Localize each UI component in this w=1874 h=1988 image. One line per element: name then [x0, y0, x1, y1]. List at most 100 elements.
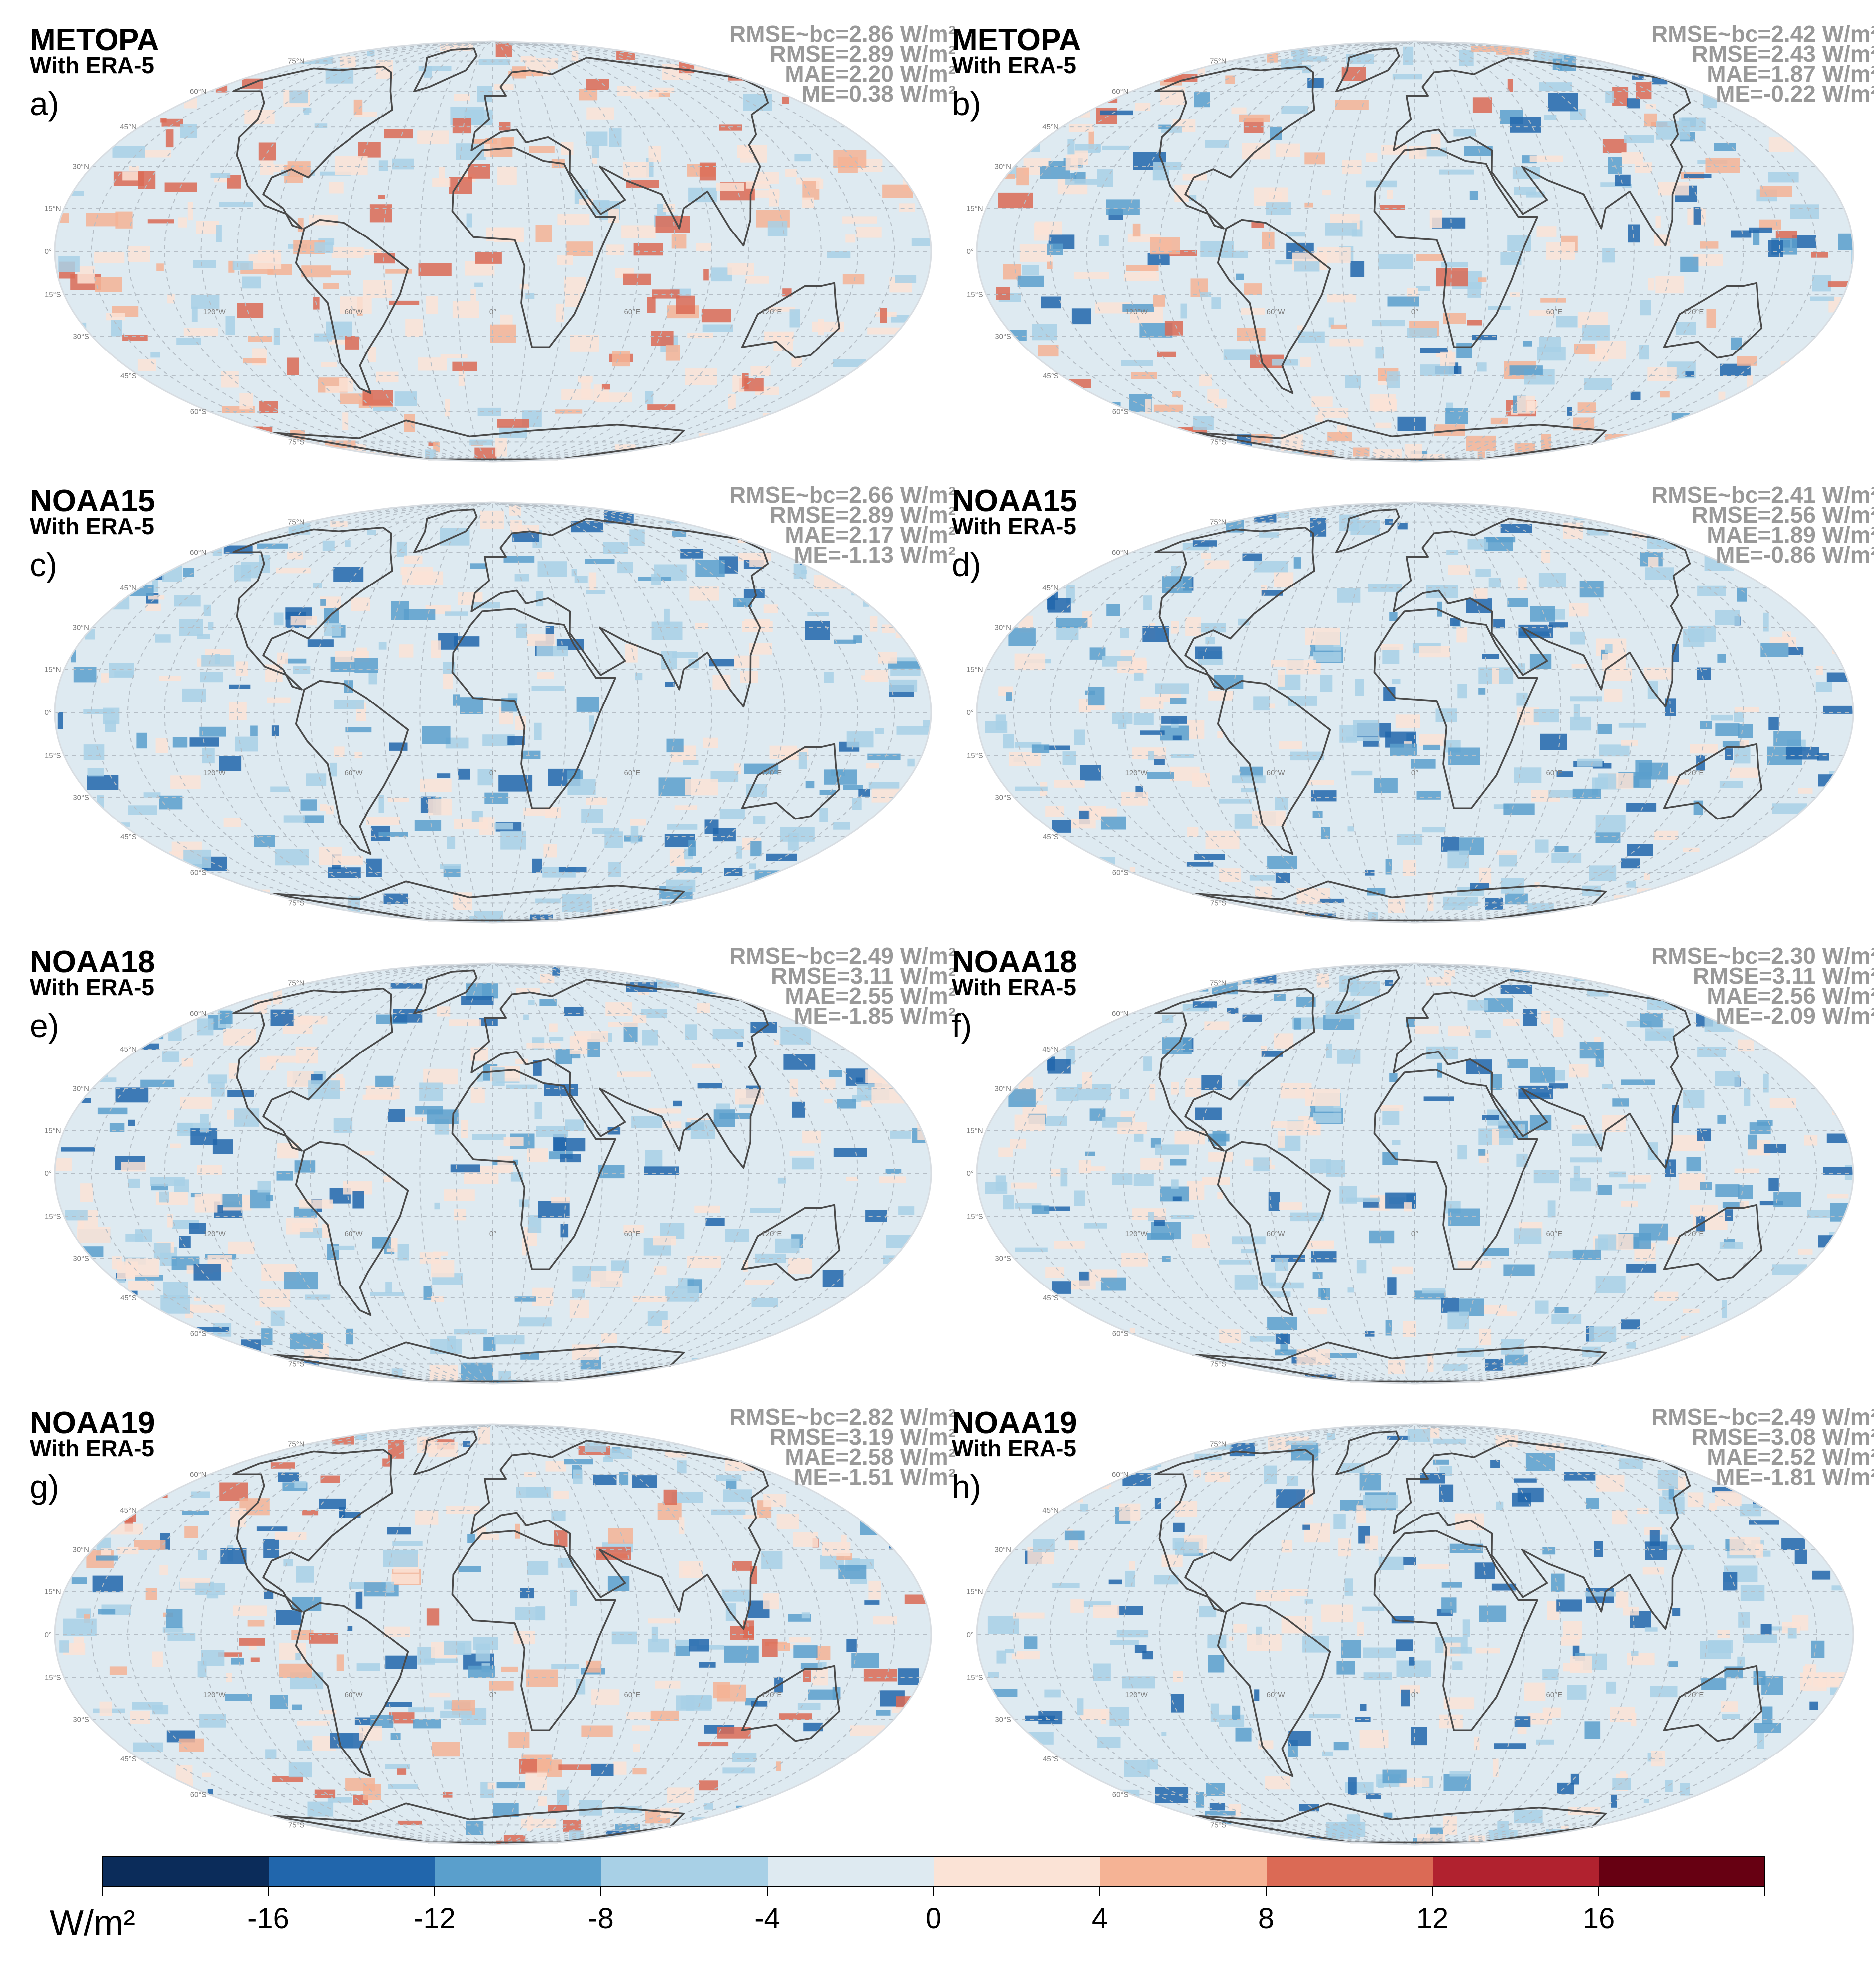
anomaly-cell — [389, 300, 420, 305]
anomaly-cell — [376, 371, 399, 382]
anomaly-cell — [259, 401, 278, 413]
anomaly-cell — [769, 745, 798, 759]
lat-label: 0° — [967, 708, 974, 717]
anomaly-cell — [1422, 827, 1446, 833]
anomaly-cell — [1680, 256, 1699, 272]
anomaly-cell — [515, 716, 526, 730]
anomaly-cell — [1003, 1195, 1014, 1210]
anomaly-cell — [513, 1631, 535, 1644]
anomaly-cell — [223, 818, 241, 827]
anomaly-cell — [1570, 1773, 1579, 1785]
anomaly-cell — [1015, 786, 1048, 791]
anomaly-cell — [1164, 979, 1194, 987]
anomaly-cell — [869, 448, 875, 460]
anomaly-cell — [271, 725, 279, 736]
anomaly-cell — [1747, 1819, 1781, 1830]
anomaly-cell — [1719, 781, 1743, 788]
anomaly-cell — [1518, 577, 1527, 590]
anomaly-cell — [1268, 1192, 1280, 1211]
anomaly-cell — [1754, 1357, 1774, 1368]
lat-label: 60°N — [1112, 1009, 1129, 1018]
anomaly-cell — [1848, 438, 1853, 457]
anomaly-cell — [97, 1107, 128, 1115]
colorbar-segment — [102, 1856, 269, 1887]
anomaly-cell — [1035, 1813, 1048, 1828]
anomaly-cell — [1360, 1704, 1367, 1711]
anomaly-cell — [520, 56, 536, 62]
anomaly-cell — [372, 1237, 391, 1249]
lon-label: 60°W — [345, 1230, 363, 1238]
anomaly-cell — [1771, 903, 1792, 915]
anomaly-cell — [1790, 1297, 1799, 1304]
anomaly-cell — [1344, 1578, 1353, 1596]
lon-label: 60°W — [1267, 308, 1286, 316]
anomaly-cell — [1172, 735, 1182, 740]
anomaly-cell — [1579, 581, 1604, 598]
anomaly-cell — [1141, 513, 1158, 532]
anomaly-cell — [581, 1725, 613, 1737]
anomaly-cell — [1720, 888, 1729, 895]
lat-label: 75°N — [1210, 1440, 1227, 1449]
anomaly-cell — [1003, 734, 1014, 749]
anomaly-cell — [1734, 710, 1744, 722]
anomaly-cell — [1006, 692, 1012, 701]
mae-stat: MAE=1.87 W/m² — [1707, 61, 1874, 87]
anomaly-cell — [363, 280, 392, 298]
anomaly-cell — [1501, 1339, 1524, 1355]
anomaly-cell — [1570, 696, 1602, 702]
meridian-line — [492, 502, 676, 923]
lat-label: 15°S — [967, 1212, 983, 1221]
anomaly-cell — [91, 1024, 112, 1034]
anomaly-cell — [270, 1462, 295, 1469]
anomaly-cell — [404, 555, 423, 564]
anomaly-cell — [417, 130, 449, 144]
anomaly-cell — [1329, 338, 1364, 347]
anomaly-cell — [1044, 1206, 1070, 1211]
anomaly-cell — [1478, 688, 1486, 695]
anomaly-cell — [1171, 566, 1181, 576]
anomaly-cell — [1443, 1364, 1468, 1371]
anomaly-cell — [339, 378, 353, 392]
anomaly-cell — [1353, 447, 1370, 457]
anomaly-cell — [106, 107, 133, 123]
anomaly-cell — [182, 688, 206, 702]
meridian-line — [1304, 502, 1415, 923]
anomaly-cell — [189, 1843, 213, 1845]
anomaly-cell — [270, 1310, 285, 1326]
anomaly-cell — [1275, 143, 1300, 157]
graticule — [977, 502, 1853, 923]
anomaly-cell — [1227, 1008, 1239, 1014]
meridian-line — [1414, 963, 1817, 1384]
anomaly-cell — [796, 1799, 810, 1809]
anomaly-cell — [1271, 660, 1286, 667]
anomaly-cell — [1306, 780, 1334, 785]
lon-label: 120°W — [203, 1691, 226, 1699]
anomaly-cell — [882, 1054, 907, 1066]
anomaly-cell — [1725, 1209, 1733, 1221]
anomaly-cell — [569, 1299, 589, 1318]
anomaly-cell — [1419, 646, 1450, 658]
anomaly-cell — [699, 162, 716, 181]
meridian-line — [492, 502, 713, 923]
meridian-line — [492, 963, 530, 1384]
lat-label: 75°N — [1210, 57, 1227, 66]
anomaly-cell — [1665, 1780, 1673, 1792]
anomaly-cell — [1180, 56, 1186, 62]
anomaly-cell — [1530, 1067, 1555, 1083]
anomaly-cell — [99, 1701, 112, 1716]
anomaly-cell — [369, 204, 392, 223]
anomaly-cell — [1253, 1157, 1270, 1172]
anomaly-cell — [1346, 736, 1380, 741]
anomaly-cell — [1537, 347, 1566, 361]
anomaly-cell — [1060, 88, 1066, 100]
anomaly-cell — [1265, 1776, 1291, 1790]
anomaly-cell — [1621, 1201, 1638, 1207]
anomaly-cell — [671, 234, 687, 249]
anomaly-cell — [630, 819, 646, 826]
anomaly-cell — [300, 799, 317, 811]
anomaly-cell — [1298, 331, 1325, 343]
map-outline — [976, 1423, 1854, 1846]
anomaly-cell — [1570, 631, 1585, 645]
colorbar-tick — [434, 1887, 435, 1896]
lat-label: 15°N — [44, 1588, 61, 1596]
